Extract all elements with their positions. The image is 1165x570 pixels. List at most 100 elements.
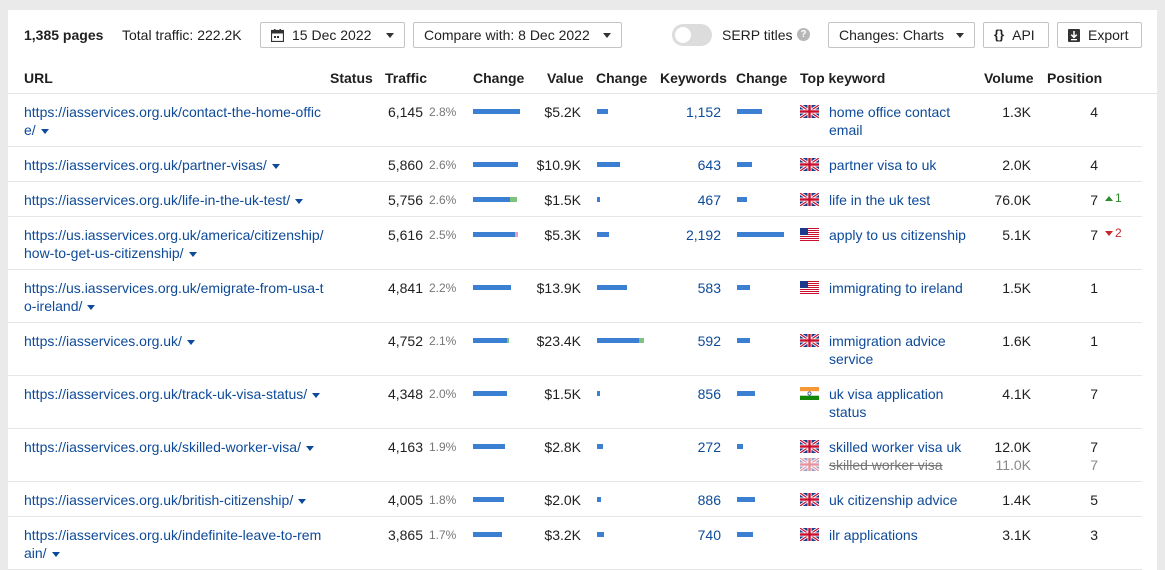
page-url-link[interactable]: https://us.iasservices.org.uk/emigrate-f…	[24, 280, 324, 314]
top-keyword-link[interactable]: skilled worker visa uk	[829, 439, 962, 455]
table-row: https://iasservices.org.uk/4,752 2.1% $23.…	[8, 323, 1142, 376]
traffic-change-bar	[473, 444, 505, 449]
header-keywords-change[interactable]: Change	[736, 70, 788, 86]
url-cell: https://iasservices.org.uk/life-in-the-u…	[24, 191, 324, 209]
top-keyword-link[interactable]: immigrating to ireland	[829, 280, 963, 296]
page-url-link[interactable]: https://iasservices.org.uk/contact-the-h…	[24, 104, 321, 138]
header-status[interactable]: Status	[330, 70, 373, 86]
chevron-down-icon	[956, 32, 964, 38]
header-traffic-change[interactable]: Change	[473, 70, 525, 86]
value-change-bar	[597, 285, 627, 290]
chevron-down-icon[interactable]	[188, 251, 197, 257]
keywords-change-bar	[737, 532, 753, 537]
arrow-up-icon	[1105, 196, 1113, 201]
table-row: https://iasservices.org.uk/contact-the-h…	[8, 94, 1142, 147]
keywords-link[interactable]: 583	[697, 280, 721, 296]
position-cell: 4	[1090, 157, 1098, 173]
help-icon[interactable]: ?	[797, 28, 810, 41]
traffic-change-bar	[473, 532, 502, 537]
header-value-change[interactable]: Change	[596, 70, 648, 86]
value-change-bar	[597, 232, 609, 237]
api-button[interactable]: {} API	[983, 22, 1049, 48]
keywords-link[interactable]: 2,192	[685, 227, 721, 243]
position-cell: 7	[1090, 439, 1098, 455]
value-cell: $5.3K	[544, 227, 581, 243]
page-url-link[interactable]: https://iasservices.org.uk/life-in-the-u…	[24, 192, 291, 208]
page-url-link[interactable]: https://us.iasservices.org.uk/america/ci…	[24, 227, 324, 261]
keywords-link[interactable]: 643	[697, 157, 721, 173]
arrow-down-icon	[1105, 231, 1113, 236]
top-keyword-link[interactable]: home office contact email	[829, 104, 951, 138]
changes-button[interactable]: Changes: Charts	[828, 22, 975, 48]
volume-cell: 1.3K	[1002, 104, 1031, 120]
chevron-down-icon[interactable]	[40, 128, 49, 134]
top-keyword-link[interactable]: uk citizenship advice	[829, 492, 958, 508]
keywords-link[interactable]: 886	[697, 492, 721, 508]
keywords-change-bar	[737, 162, 752, 167]
page-url-link[interactable]: https://iasservices.org.uk/track-uk-visa…	[24, 386, 308, 402]
volume-cell: 3.1K	[1002, 527, 1031, 543]
compare-button[interactable]: Compare with: 8 Dec 2022	[413, 22, 622, 48]
uk-flag-icon	[800, 458, 819, 471]
keywords-change-bar	[737, 497, 755, 502]
top-keyword-link[interactable]: immigration advice service	[829, 333, 946, 367]
traffic-share: 2.1%	[429, 334, 457, 348]
scrollbar[interactable]	[1157, 0, 1165, 562]
code-braces-icon: {}	[994, 27, 1005, 42]
page-url-link[interactable]: https://iasservices.org.uk/	[24, 333, 182, 349]
top-keyword-link[interactable]: partner visa to uk	[829, 157, 937, 173]
previous-top-keyword: skilled worker visa	[829, 457, 943, 473]
header-position[interactable]: Position	[1047, 70, 1103, 86]
chevron-down-icon[interactable]	[271, 163, 280, 169]
position-cell: 1	[1090, 280, 1098, 296]
keywords-link[interactable]: 272	[697, 439, 721, 455]
value-cell: $1.5K	[544, 192, 581, 208]
value-cell: $10.9K	[536, 157, 581, 173]
serp-titles-toggle[interactable]	[672, 24, 712, 46]
chevron-down-icon[interactable]	[51, 551, 60, 557]
traffic-value: 6,145	[387, 104, 423, 120]
export-button[interactable]: Export	[1057, 22, 1142, 48]
header-value[interactable]: Value	[547, 70, 584, 86]
chevron-down-icon[interactable]	[87, 304, 96, 310]
header-keywords[interactable]: Keywords	[660, 70, 727, 86]
page-url-link[interactable]: https://iasservices.org.uk/partner-visas…	[24, 157, 267, 173]
date-picker-button[interactable]: 15 Dec 2022	[260, 22, 405, 48]
value-change-bar	[597, 109, 608, 114]
download-icon	[1068, 28, 1080, 42]
page-url-link[interactable]: https://iasservices.org.uk/skilled-worke…	[24, 439, 301, 455]
header-top-keyword[interactable]: Top keyword	[800, 70, 886, 86]
keywords-link[interactable]: 856	[697, 386, 721, 402]
keywords-link[interactable]: 1,152	[685, 104, 721, 120]
chevron-down-icon	[386, 32, 394, 38]
top-keyword-link[interactable]: ilr applications	[829, 527, 918, 543]
page-url-link[interactable]: https://iasservices.org.uk/british-citiz…	[24, 492, 294, 508]
header-url[interactable]: URL	[24, 70, 53, 86]
chevron-down-icon[interactable]	[298, 498, 307, 504]
value-change-bar	[597, 197, 600, 202]
serp-titles-label: SERP titles	[722, 27, 793, 43]
top-keyword-link[interactable]: apply to us citizenship	[829, 227, 966, 243]
position-change-value: 2	[1115, 226, 1122, 240]
keywords-link[interactable]: 740	[697, 527, 721, 543]
traffic-value: 5,616	[387, 227, 423, 243]
volume-cell: 1.5K	[1002, 280, 1031, 296]
keywords-link[interactable]: 467	[697, 192, 721, 208]
page-url-link[interactable]: https://iasservices.org.uk/indefinite-le…	[24, 527, 322, 561]
chevron-down-icon[interactable]	[305, 445, 314, 451]
position-cell: 7	[1090, 227, 1098, 243]
previous-volume: 11.0K	[995, 457, 1031, 473]
position-cell: 5	[1090, 492, 1098, 508]
header-volume[interactable]: Volume	[984, 70, 1034, 86]
url-cell: https://iasservices.org.uk/	[24, 332, 324, 350]
position-cell: 1	[1090, 333, 1098, 349]
table-header: URL Status Traffic Change Value Change K…	[8, 64, 1157, 94]
header-traffic[interactable]: Traffic	[385, 70, 428, 86]
keywords-link[interactable]: 592	[697, 333, 721, 349]
chevron-down-icon[interactable]	[295, 198, 304, 204]
chevron-down-icon[interactable]	[186, 339, 195, 345]
chevron-down-icon[interactable]	[312, 392, 321, 398]
top-keyword-link[interactable]: life in the uk test	[829, 192, 931, 208]
us-flag-icon	[800, 228, 819, 241]
top-keyword-link[interactable]: uk visa application status	[829, 386, 944, 420]
